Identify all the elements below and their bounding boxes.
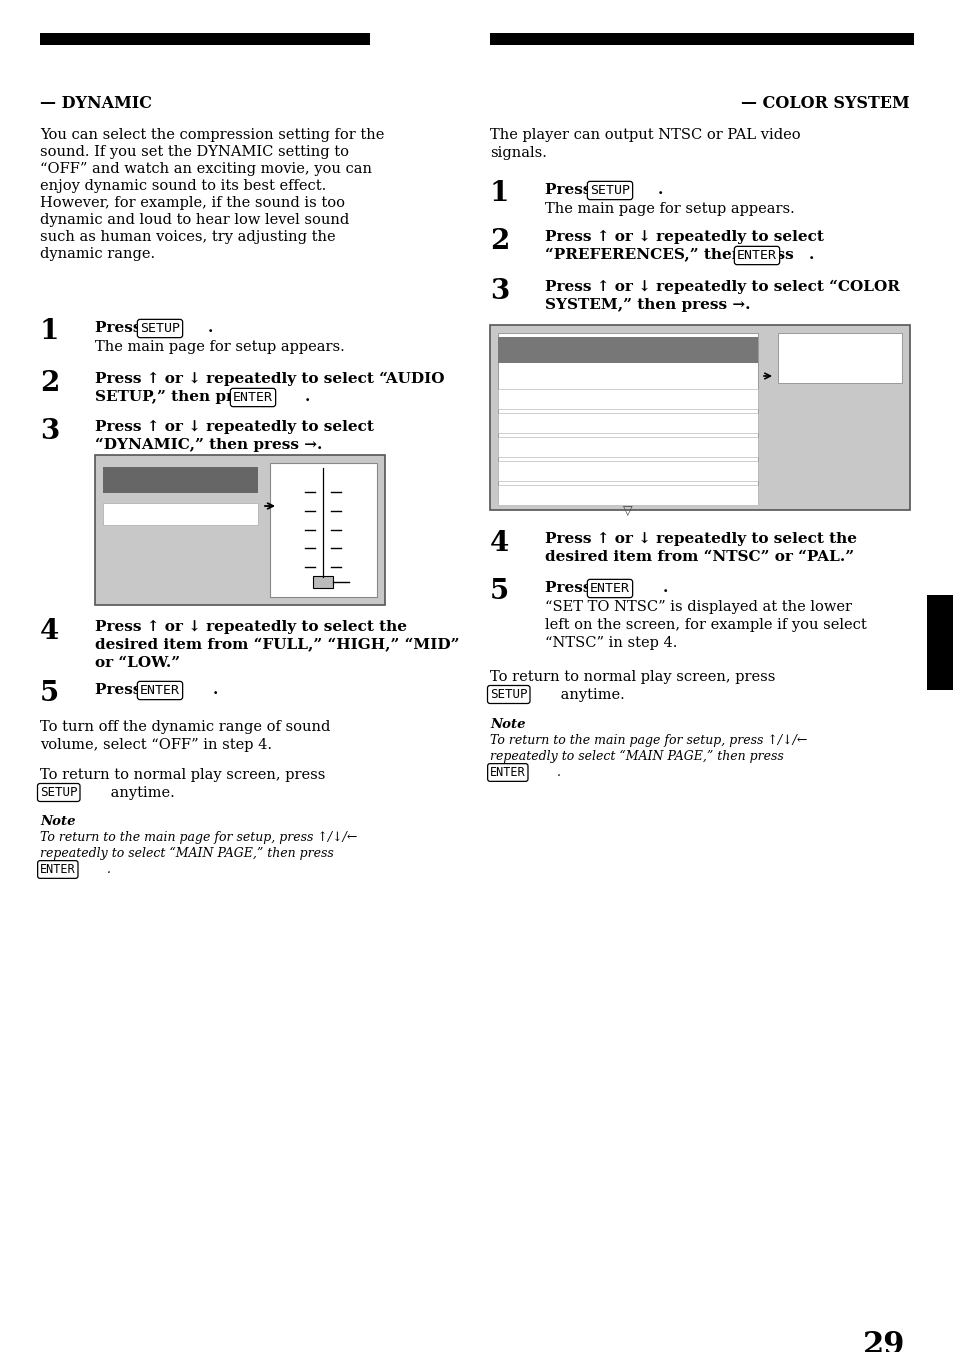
Bar [497, 437, 758, 457]
Text: ENTER: ENTER [233, 391, 273, 404]
Text: anytime.: anytime. [556, 688, 624, 702]
Text: — COLOR SYSTEM: — COLOR SYSTEM [740, 95, 909, 112]
Text: left on the screen, for example if you select: left on the screen, for example if you s… [544, 618, 866, 631]
Text: sound. If you set the DYNAMIC setting to: sound. If you set the DYNAMIC setting to [40, 145, 349, 160]
Text: 4: 4 [490, 530, 509, 557]
Text: desired item from “NTSC” or “PAL.”: desired item from “NTSC” or “PAL.” [544, 550, 853, 564]
Text: SETUP,” then press: SETUP,” then press [95, 389, 266, 404]
Text: or “LOW.”: or “LOW.” [95, 656, 180, 671]
Text: ▽: ▽ [622, 504, 632, 516]
Text: “OFF” and watch an exciting movie, you can: “OFF” and watch an exciting movie, you c… [40, 162, 372, 176]
Text: ENTER: ENTER [589, 581, 629, 595]
Text: 1: 1 [490, 180, 509, 207]
Text: To return to the main page for setup, press ↑/↓/←: To return to the main page for setup, pr… [40, 831, 357, 844]
Text: Press: Press [95, 320, 147, 335]
Text: 29: 29 [862, 1330, 904, 1352]
Text: You can select the compression setting for the: You can select the compression setting f… [40, 128, 384, 142]
Text: .: . [658, 183, 662, 197]
Text: 4: 4 [40, 618, 59, 645]
Text: Press ↑ or ↓ repeatedly to select “COLOR: Press ↑ or ↓ repeatedly to select “COLOR [544, 280, 899, 295]
Text: SETUP: SETUP [589, 184, 629, 197]
Text: 3: 3 [490, 279, 509, 306]
Text: The main page for setup appears.: The main page for setup appears. [544, 201, 794, 216]
Text: — DYNAMIC: — DYNAMIC [40, 95, 152, 112]
Text: “NTSC” in step 4.: “NTSC” in step 4. [544, 635, 677, 650]
Text: To turn off the dynamic range of sound: To turn off the dynamic range of sound [40, 721, 330, 734]
Text: Note: Note [490, 718, 525, 731]
Text: To return to the main page for setup, press ↑/↓/←: To return to the main page for setup, pr… [490, 734, 806, 748]
Text: SETUP: SETUP [40, 786, 77, 799]
Text: “SET TO NTSC” is displayed at the lower: “SET TO NTSC” is displayed at the lower [544, 600, 851, 614]
Bar [497, 333, 758, 502]
Bar [497, 412, 758, 433]
Text: .: . [208, 320, 213, 335]
Text: 3: 3 [40, 418, 59, 445]
Bar [497, 337, 758, 362]
Text: such as human voices, try adjusting the: such as human voices, try adjusting the [40, 230, 335, 243]
Text: 2: 2 [40, 370, 59, 397]
Bar [95, 456, 385, 604]
Text: Press: Press [95, 683, 147, 698]
Text: repeatedly to select “MAIN PAGE,” then press: repeatedly to select “MAIN PAGE,” then p… [40, 846, 334, 860]
Text: SETUP: SETUP [490, 688, 527, 700]
Text: SETUP: SETUP [140, 322, 180, 335]
Bar [490, 32, 913, 45]
Bar [497, 485, 758, 506]
Bar [270, 462, 376, 598]
Bar [497, 389, 758, 410]
Text: “DYNAMIC,” then press →.: “DYNAMIC,” then press →. [95, 438, 322, 453]
Bar [778, 333, 901, 383]
Text: ENTER: ENTER [40, 863, 75, 876]
Text: .: . [557, 767, 560, 779]
Text: Note: Note [40, 815, 75, 827]
Text: 5: 5 [490, 579, 509, 604]
Bar [40, 32, 370, 45]
Bar [926, 595, 953, 690]
Text: .: . [107, 863, 111, 876]
Text: ENTER: ENTER [140, 684, 180, 698]
Text: 2: 2 [490, 228, 509, 256]
Text: ENTER: ENTER [490, 767, 525, 779]
Text: 1: 1 [40, 318, 59, 345]
Text: dynamic and loud to hear low level sound: dynamic and loud to hear low level sound [40, 214, 349, 227]
Text: Press: Press [544, 183, 597, 197]
Text: Press ↑ or ↓ repeatedly to select: Press ↑ or ↓ repeatedly to select [95, 420, 374, 434]
Bar [497, 461, 758, 481]
Text: .: . [662, 581, 668, 595]
Text: Press ↑ or ↓ repeatedly to select: Press ↑ or ↓ repeatedly to select [544, 230, 823, 245]
Bar [490, 324, 909, 510]
Bar [103, 466, 257, 493]
Text: dynamic range.: dynamic range. [40, 247, 155, 261]
Text: The player can output NTSC or PAL video: The player can output NTSC or PAL video [490, 128, 800, 142]
Text: ENTER: ENTER [737, 249, 776, 262]
Text: signals.: signals. [490, 146, 546, 160]
Text: enjoy dynamic sound to its best effect.: enjoy dynamic sound to its best effect. [40, 178, 326, 193]
Text: However, for example, if the sound is too: However, for example, if the sound is to… [40, 196, 345, 210]
Text: Press ↑ or ↓ repeatedly to select the: Press ↑ or ↓ repeatedly to select the [95, 621, 407, 634]
Text: SYSTEM,” then press →.: SYSTEM,” then press →. [544, 297, 750, 312]
Text: The main page for setup appears.: The main page for setup appears. [95, 339, 344, 354]
Text: anytime.: anytime. [106, 786, 174, 800]
Text: .: . [305, 389, 310, 404]
Text: volume, select “OFF” in step 4.: volume, select “OFF” in step 4. [40, 738, 272, 752]
Bar [103, 503, 257, 525]
Text: Press: Press [544, 581, 597, 595]
Text: Press ↑ or ↓ repeatedly to select “AUDIO: Press ↑ or ↓ repeatedly to select “AUDIO [95, 372, 444, 387]
Text: To return to normal play screen, press: To return to normal play screen, press [40, 768, 325, 781]
Text: desired item from “FULL,” “HIGH,” “MID”: desired item from “FULL,” “HIGH,” “MID” [95, 638, 459, 652]
Text: 5: 5 [40, 680, 59, 707]
Text: Press ↑ or ↓ repeatedly to select the: Press ↑ or ↓ repeatedly to select the [544, 531, 856, 546]
Text: “PREFERENCES,” then press: “PREFERENCES,” then press [544, 247, 799, 262]
Text: .: . [808, 247, 814, 262]
Text: .: . [213, 683, 218, 698]
Bar [314, 576, 334, 588]
Text: To return to normal play screen, press: To return to normal play screen, press [490, 671, 775, 684]
Text: repeatedly to select “MAIN PAGE,” then press: repeatedly to select “MAIN PAGE,” then p… [490, 750, 783, 764]
